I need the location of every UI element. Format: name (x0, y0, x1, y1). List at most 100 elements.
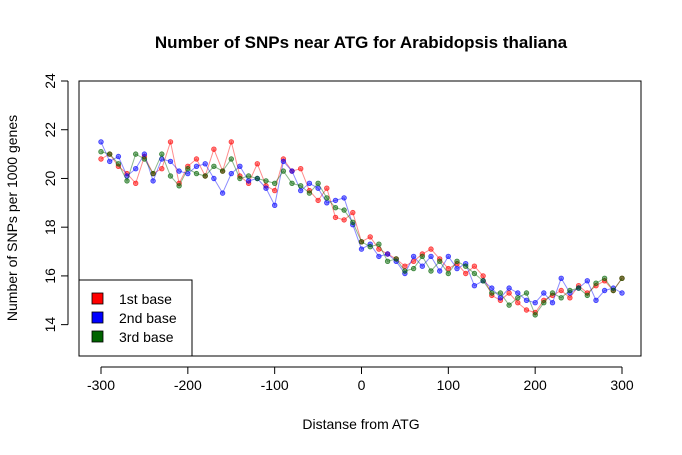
data-point (341, 195, 347, 201)
data-point (367, 243, 373, 250)
x-tick-label: 100 (437, 377, 461, 393)
y-tick-label: 24 (42, 73, 58, 89)
x-tick-label: -200 (174, 377, 202, 393)
data-point (515, 295, 521, 301)
data-point (150, 170, 156, 177)
data-point (193, 170, 200, 177)
data-point (445, 270, 451, 277)
data-point (228, 139, 234, 145)
legend-label: 2nd base (119, 310, 177, 326)
data-point (437, 258, 443, 264)
data-point (132, 180, 139, 186)
data-point (237, 163, 243, 169)
data-point (601, 275, 608, 281)
y-tick-label: 16 (42, 268, 58, 284)
data-point (358, 239, 365, 245)
data-point (593, 280, 599, 286)
data-point (150, 178, 156, 184)
x-axis-label: Distanse from ATG (302, 416, 419, 432)
legend-label: 3rd base (119, 329, 174, 345)
data-point (558, 295, 564, 301)
data-point (376, 253, 382, 260)
data-point (558, 275, 564, 281)
data-point (298, 165, 304, 172)
data-point (489, 290, 495, 296)
data-point (350, 209, 356, 216)
data-point (515, 300, 521, 306)
y-tick-label: 18 (42, 219, 58, 235)
data-point (376, 241, 382, 247)
legend-item: 1st base (91, 291, 172, 307)
data-point (254, 175, 260, 182)
x-tick-label: 0 (358, 377, 366, 393)
data-point (219, 168, 226, 174)
data-point (341, 207, 347, 213)
data-point (601, 287, 608, 294)
data-point (237, 175, 243, 182)
data-point (324, 200, 330, 206)
data-point (445, 265, 451, 272)
data-point (298, 183, 304, 189)
y-axis: 14 16 18 20 22 24 (42, 73, 69, 333)
data-point (419, 253, 425, 260)
data-point (549, 290, 556, 296)
data-point (211, 163, 217, 169)
data-point (228, 170, 234, 177)
data-point (106, 158, 113, 165)
data-point (167, 158, 174, 165)
data-point (402, 263, 408, 269)
x-axis: -300 -200 -100 0 100 200 300 (87, 366, 634, 393)
data-point (463, 270, 469, 277)
data-point (332, 214, 339, 221)
data-point (272, 187, 278, 194)
data-point (315, 197, 321, 204)
data-point (619, 275, 625, 281)
data-point (463, 263, 469, 269)
data-point (549, 300, 556, 306)
data-point (410, 253, 417, 260)
data-point (567, 295, 573, 301)
x-tick-label: 200 (523, 377, 547, 393)
data-point (202, 173, 208, 179)
data-point (350, 219, 356, 225)
data-point (98, 139, 104, 145)
data-point (558, 287, 564, 294)
data-point (193, 163, 200, 169)
data-point (575, 285, 582, 291)
data-point (272, 202, 278, 208)
data-point (567, 287, 573, 294)
data-point (523, 297, 530, 303)
y-tick-label: 14 (42, 317, 58, 333)
data-point (211, 146, 217, 152)
data-point (306, 190, 313, 196)
data-point (428, 246, 434, 252)
data-point (454, 258, 460, 264)
data-point (228, 156, 234, 162)
data-point (445, 253, 451, 260)
data-point (497, 295, 504, 301)
x-tick-label: -100 (261, 377, 289, 393)
data-point (489, 285, 495, 291)
x-tick-label: -300 (87, 377, 115, 393)
data-point (367, 234, 373, 240)
data-point (341, 217, 347, 223)
data-point (332, 197, 339, 204)
data-point (315, 180, 321, 186)
data-point (280, 158, 287, 165)
data-point (263, 178, 269, 184)
legend: 1st base 2nd base 3rd base (78, 279, 193, 357)
legend-swatch (91, 311, 104, 324)
data-point (471, 270, 478, 277)
series-line (100, 141, 623, 304)
data-point (402, 268, 408, 274)
data-point (245, 178, 252, 184)
data-point (324, 185, 330, 191)
data-point (202, 161, 208, 167)
data-point (506, 285, 512, 291)
data-point (471, 283, 478, 289)
data-point (106, 151, 113, 157)
data-point (211, 175, 217, 182)
data-point (254, 161, 260, 167)
data-point (98, 148, 104, 155)
